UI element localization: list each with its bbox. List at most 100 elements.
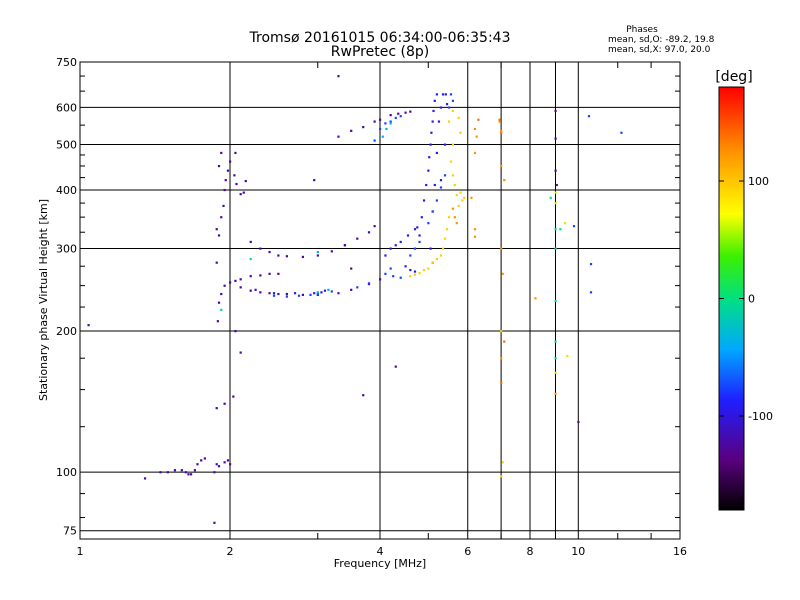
- data-point: [404, 111, 407, 114]
- data-point: [337, 292, 340, 295]
- data-point: [418, 271, 421, 275]
- data-point: [399, 115, 402, 118]
- data-point: [428, 156, 431, 159]
- data-points: [87, 75, 623, 524]
- y-axis-label: Stationary phase Virtual Height [km]: [37, 199, 50, 401]
- data-point: [242, 191, 245, 194]
- data-point: [379, 127, 382, 131]
- data-point: [254, 288, 257, 291]
- data-point: [220, 308, 223, 312]
- stats-line-o: mean, sd,O: -89.2, 19.8: [608, 35, 715, 45]
- data-point: [249, 240, 252, 244]
- data-point: [223, 461, 226, 464]
- data-point: [356, 286, 359, 289]
- data-point: [455, 194, 458, 197]
- data-point: [389, 114, 392, 117]
- y-tick-label: 75: [63, 525, 77, 538]
- data-point: [222, 204, 225, 208]
- data-point: [399, 240, 402, 244]
- colorbar-ticks: 100 0 -100: [719, 175, 773, 423]
- data-point: [503, 340, 506, 343]
- x-tick-label: 1: [77, 545, 84, 558]
- data-point: [293, 292, 297, 295]
- data-point: [554, 137, 557, 140]
- data-point: [441, 247, 445, 250]
- data-point: [443, 237, 447, 240]
- data-point: [316, 292, 319, 296]
- data-point: [451, 99, 455, 102]
- data-point: [444, 93, 447, 96]
- data-point: [416, 226, 419, 229]
- data-point: [433, 183, 436, 187]
- y-tick-label: 750: [56, 56, 77, 69]
- data-point: [451, 109, 455, 113]
- data-point: [316, 291, 319, 294]
- data-point: [384, 254, 387, 257]
- x-tick-label: 8: [527, 545, 534, 558]
- data-point: [431, 261, 434, 264]
- data-point: [362, 394, 365, 397]
- data-point: [217, 164, 221, 168]
- data-point: [367, 282, 371, 285]
- data-point: [309, 293, 312, 296]
- data-point: [330, 290, 333, 293]
- data-point: [373, 120, 376, 123]
- data-point: [367, 231, 371, 234]
- data-point: [500, 247, 503, 250]
- data-point: [200, 459, 203, 462]
- data-point: [272, 292, 276, 295]
- data-point: [461, 199, 464, 202]
- stats-heading: Phases: [626, 25, 658, 35]
- data-point: [268, 250, 271, 254]
- data-point: [404, 265, 407, 268]
- data-point: [501, 461, 504, 464]
- data-point: [500, 131, 503, 134]
- data-point: [473, 151, 477, 155]
- data-point: [217, 301, 221, 304]
- data-point: [554, 340, 557, 343]
- data-point: [475, 135, 478, 138]
- data-point: [394, 365, 397, 368]
- data-point: [498, 118, 501, 121]
- data-point: [180, 469, 183, 472]
- data-point: [220, 151, 223, 155]
- data-point: [220, 292, 223, 296]
- x-tick-label: 4: [377, 545, 384, 558]
- data-point: [430, 131, 433, 134]
- data-point: [350, 129, 353, 132]
- data-point: [394, 116, 397, 120]
- y-tick-label: 100: [56, 466, 77, 479]
- data-point: [268, 292, 271, 295]
- data-point: [554, 357, 557, 360]
- x-axis-label: Frequency [MHz]: [334, 557, 426, 570]
- data-point: [193, 469, 197, 472]
- data-point: [554, 109, 557, 113]
- data-point: [409, 275, 412, 278]
- data-point: [447, 120, 451, 123]
- data-point: [503, 179, 506, 182]
- data-point: [413, 247, 417, 250]
- data-point: [413, 273, 417, 276]
- data-point: [316, 250, 319, 254]
- data-point: [239, 193, 242, 196]
- data-point: [555, 183, 558, 187]
- data-point: [373, 225, 376, 228]
- data-point: [425, 183, 428, 187]
- data-point: [620, 131, 623, 134]
- x-tick-label: 2: [227, 545, 234, 558]
- data-point: [441, 93, 445, 96]
- data-point: [422, 268, 426, 272]
- data-point: [272, 294, 276, 297]
- data-point: [226, 459, 230, 462]
- data-point: [447, 106, 451, 109]
- data-point: [159, 471, 162, 474]
- data-point: [554, 202, 557, 205]
- data-point: [143, 477, 147, 480]
- data-point: [432, 109, 435, 113]
- data-point: [215, 407, 218, 410]
- data-point: [313, 292, 316, 295]
- data-point: [501, 272, 504, 275]
- data-point: [473, 228, 477, 231]
- data-point: [418, 240, 421, 244]
- data-point: [327, 288, 330, 291]
